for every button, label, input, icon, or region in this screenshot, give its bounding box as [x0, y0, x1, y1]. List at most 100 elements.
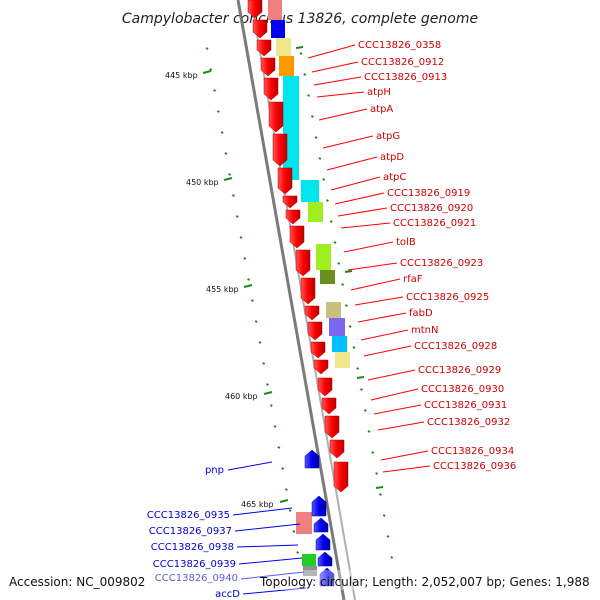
- gene-label[interactable]: accD: [215, 589, 240, 600]
- gc-skew-mark: [356, 367, 360, 370]
- leader-line: [343, 241, 394, 253]
- gene-label[interactable]: rfaF: [403, 274, 423, 285]
- gene-label[interactable]: pnp: [205, 465, 224, 476]
- leader-line: [242, 587, 307, 595]
- gc-skew-mark: [326, 199, 329, 202]
- gc-skew-mark: [258, 341, 262, 344]
- leader-line: [340, 222, 391, 229]
- gc-skew-mark: [363, 409, 367, 412]
- gene-label[interactable]: atpD: [380, 152, 404, 163]
- cog-block: [302, 554, 316, 566]
- gene-label[interactable]: mtnN: [411, 325, 438, 336]
- leader-line: [236, 544, 299, 548]
- gene-arrow: [317, 551, 333, 567]
- gene-arrow: [295, 249, 311, 277]
- gene-label[interactable]: atpA: [370, 104, 393, 115]
- gene-label[interactable]: CCC13826_0925: [406, 292, 489, 303]
- gene-arrow: [317, 377, 333, 397]
- scale-labels: 445 kbp 450 kbp 455 kbp 460 kbp 465 kbp: [165, 71, 274, 509]
- cog-block: [320, 270, 335, 284]
- gene-label[interactable]: CCC13826_0931: [424, 400, 507, 411]
- cog-block: [279, 56, 294, 76]
- gene-label[interactable]: CCC13826_0939: [153, 559, 236, 570]
- forward-gene-labels: CCC13826_0358 CCC13826_0912 CCC13826_091…: [358, 40, 516, 472]
- gc-skew-track: [205, 46, 394, 559]
- gene-arrow: [313, 359, 329, 375]
- gene-label[interactable]: CCC13826_0358: [358, 40, 441, 51]
- gc-skew-mark: [386, 535, 390, 538]
- gene-label[interactable]: CCC13826_0928: [414, 341, 497, 352]
- gc-skew-mark: [239, 236, 243, 239]
- gene-label[interactable]: CCC13826_0937: [149, 526, 232, 537]
- gc-skew-mark: [314, 136, 318, 139]
- gene-label[interactable]: CCC13826_0930: [421, 384, 504, 395]
- gc-skew-mark: [232, 194, 235, 197]
- scale-tick: [223, 177, 233, 181]
- leader-line: [337, 207, 388, 217]
- gc-skew-mark: [367, 430, 371, 433]
- gc-skew-mark: [390, 556, 394, 559]
- gene-arrow: [300, 277, 316, 305]
- gene-arrow: [252, 19, 268, 39]
- gc-skew-mark: [371, 451, 375, 454]
- gene-label[interactable]: CCC13826_0920: [390, 203, 473, 214]
- gene-label[interactable]: CCC13826_0912: [361, 57, 444, 68]
- gc-skew-mark: [341, 283, 345, 286]
- cog-block: [316, 244, 331, 270]
- gene-label[interactable]: atpG: [376, 131, 400, 142]
- gene-arrow: [307, 321, 323, 341]
- gc-skew-mark: [243, 257, 247, 260]
- gc-skew-mark: [344, 270, 353, 273]
- gene-label[interactable]: CCC13826_0929: [418, 365, 501, 376]
- gene-arrow: [321, 397, 337, 415]
- gene-arrow: [282, 195, 298, 209]
- footer-backdrop: [0, 570, 600, 590]
- gc-skew-mark: [205, 47, 209, 50]
- gc-skew-mark: [344, 304, 348, 307]
- gene-label[interactable]: atpC: [383, 172, 406, 183]
- scale-tick: [263, 391, 273, 395]
- backbone-line-outer: [236, 0, 346, 600]
- gene-label[interactable]: CCC13826_0934: [431, 446, 514, 457]
- gene-label[interactable]: CCC13826_0938: [151, 542, 234, 553]
- gc-skew-mark: [273, 425, 277, 428]
- gene-arrow: [311, 495, 327, 517]
- gc-skew-mark: [254, 320, 258, 323]
- leader-line: [311, 61, 359, 73]
- gene-label[interactable]: atpH: [367, 87, 391, 98]
- gene-label[interactable]: CCC13826_0921: [393, 218, 476, 229]
- gc-skew-mark: [213, 89, 217, 92]
- gene-label[interactable]: fabD: [409, 308, 433, 319]
- leader-line: [363, 345, 412, 357]
- cog-block: [301, 180, 319, 202]
- gc-skew-mark: [299, 52, 303, 55]
- cog-block: [283, 76, 299, 180]
- gc-skew-mark: [333, 241, 337, 244]
- gene-arrow: [324, 415, 340, 439]
- scale-tick: [279, 499, 289, 503]
- gene-label[interactable]: CCC13826_0932: [427, 417, 510, 428]
- gene-label[interactable]: CCC13826_0913: [364, 72, 447, 83]
- gene-arrow: [315, 533, 331, 551]
- gc-skew-mark: [288, 509, 292, 512]
- gene-arrow: [285, 209, 301, 225]
- gc-skew-mark: [307, 94, 311, 97]
- leader-line: [227, 461, 273, 471]
- gc-skew-mark: [295, 46, 304, 49]
- gene-label[interactable]: CCC13826_0940: [155, 573, 238, 584]
- gc-skew-mark: [235, 215, 239, 218]
- gene-label[interactable]: CCC13826_0919: [387, 188, 470, 199]
- gene-label[interactable]: CCC13826_0923: [400, 258, 483, 269]
- gene-label[interactable]: CCC13826_0936: [433, 461, 516, 472]
- gene-label[interactable]: tolB: [396, 237, 416, 248]
- cog-block: [276, 38, 291, 56]
- scale-tick: [202, 70, 212, 74]
- gene-label[interactable]: CCC13826_0935: [147, 510, 230, 521]
- leader-line: [354, 296, 404, 306]
- reverse-gene-labels: pnp CCC13826_0935 CCC13826_0937 CCC13826…: [147, 465, 241, 600]
- leader-line: [334, 192, 385, 205]
- gc-skew-mark: [247, 278, 251, 281]
- gc-skew-mark: [292, 530, 296, 533]
- map-title: Campylobacter concisus 13826, complete g…: [122, 11, 478, 27]
